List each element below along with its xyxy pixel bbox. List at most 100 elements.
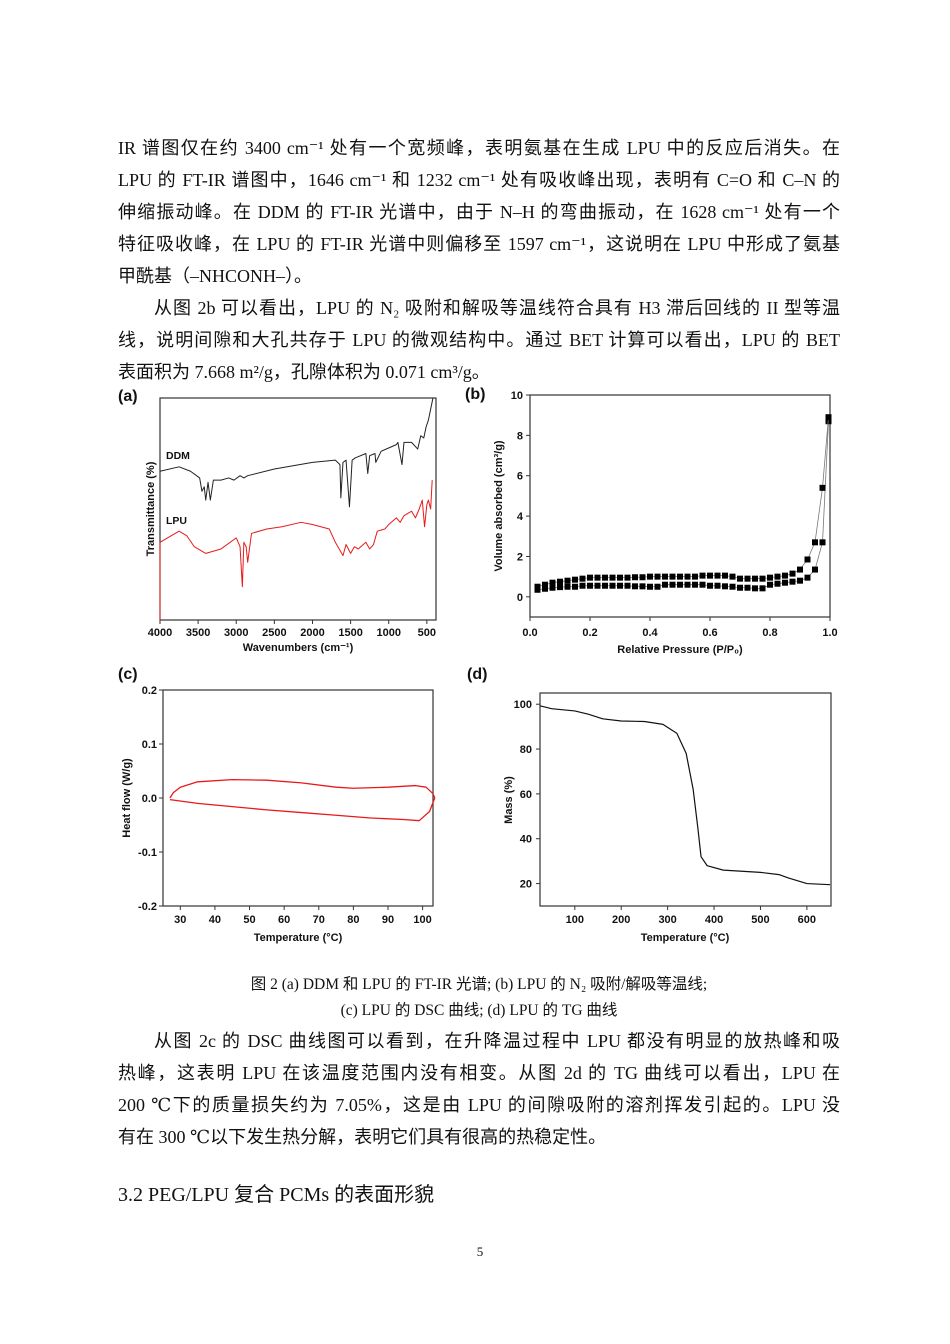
data-point <box>632 574 638 581</box>
x-tick-label: 600 <box>798 914 816 926</box>
x-tick-label: 80 <box>347 914 359 926</box>
data-point <box>662 581 668 588</box>
x-tick-label: 100 <box>413 914 431 926</box>
y-axis-label: Volume absorbed (cm³/g) <box>493 440 505 572</box>
data-point <box>564 583 571 590</box>
data-point <box>722 583 728 590</box>
x-tick-label: 1.0 <box>822 627 837 639</box>
body-line: 有在 300 ℃以下发生热分解，表明它们具有很高的热稳定性。 <box>118 1127 607 1147</box>
data-point <box>812 539 818 546</box>
chart-panel-b: 0.0 0.2 0.4 0.6 0.8 1.0 0 2 4 6 8 10 Relative Pressu… <box>493 390 838 656</box>
x-tick-label: 2500 <box>262 627 286 639</box>
data-point <box>782 572 788 579</box>
chart-panel-a: 4000 3500 3000 2500 2000 1500 1000 500 Wavenumbe… <box>145 397 437 654</box>
x-tick-label: 500 <box>751 914 769 926</box>
plot-frame <box>539 692 832 907</box>
data-point <box>624 574 631 581</box>
data-point <box>767 581 773 588</box>
figure-caption-line: 图 2 (a) DDM 和 LPU 的 FT-IR 光谱; (b) LPU 的 … <box>250 976 708 993</box>
chart-panel-c: 30 40 50 60 70 80 90 100 0.2 0.1 0.0 -0.1 -0.2 Temper… <box>121 685 436 944</box>
x-tick-label: 0.0 <box>522 627 537 639</box>
data-point <box>594 582 601 589</box>
series-line-ddm <box>159 397 434 508</box>
x-axis-label: Temperature (°C) <box>641 932 730 944</box>
y-axis-label: Heat flow (W/g) <box>121 758 133 838</box>
panel-label-a: (a) <box>118 388 138 405</box>
series-label-ddm: DDM <box>166 450 190 462</box>
data-point <box>609 574 616 581</box>
x-tick-label: 300 <box>658 914 676 926</box>
y-tick-label: 8 <box>517 430 523 442</box>
data-point <box>677 581 683 588</box>
data-point <box>804 556 811 563</box>
data-point <box>542 585 548 592</box>
data-point <box>579 575 586 582</box>
data-point <box>737 584 743 591</box>
x-tick-label: 200 <box>612 914 630 926</box>
data-point <box>692 581 698 588</box>
plot-frame <box>529 394 831 618</box>
data-point <box>549 579 556 586</box>
data-point <box>819 484 826 491</box>
data-point <box>692 573 698 580</box>
data-point <box>557 584 563 591</box>
data-point <box>594 574 601 581</box>
data-point <box>729 583 736 590</box>
data-point <box>684 581 691 588</box>
x-tick-label: 0.6 <box>702 627 717 639</box>
plot-frame <box>159 397 437 621</box>
body-line: 从图 2c 的 DSC 曲线图可以看到，在升降温过程中 LPU 都没有明显的放热… <box>154 1031 840 1051</box>
y-tick-label: 40 <box>520 834 532 846</box>
x-axis-label: Relative Pressure (P/P₀) <box>617 644 743 656</box>
data-point <box>654 573 661 580</box>
body-line: 伸缩振动峰。在 DDM 的 FT-IR 光谱中，由于 N–H 的弯曲振动，在 1… <box>118 202 840 222</box>
body-line: 从图 2b 可以看出，LPU 的 N₂ 吸附和解吸等温线符合具有 H3 滞后回线… <box>154 298 840 318</box>
data-point <box>729 573 736 580</box>
x-axis-label: Wavenumbers (cm⁻¹) <box>243 642 354 654</box>
x-tick-label: 0.2 <box>582 627 597 639</box>
section-heading: 3.2 PEG/LPU 复合 PCMs 的表面形貌 <box>118 1184 435 1206</box>
plot-frame <box>162 689 434 907</box>
series-line-lpu <box>159 480 433 588</box>
body-line: 200 ℃下的质量损失约为 7.05%，这是由 LPU 的间隙吸附的溶剂挥发引起… <box>118 1095 840 1115</box>
x-tick-label: 30 <box>174 914 186 926</box>
data-point <box>797 566 803 573</box>
body-line: LPU 的 FT-IR 谱图中，1646 cm⁻¹ 和 1232 cm⁻¹ 处有… <box>118 170 840 190</box>
y-tick-label: 0 <box>517 592 523 604</box>
data-point <box>752 575 758 582</box>
data-point <box>819 539 826 546</box>
series-line-0 <box>537 421 829 591</box>
page-number: 5 <box>476 1244 484 1259</box>
data-point <box>602 582 608 589</box>
x-tick-label: 60 <box>278 914 290 926</box>
data-point <box>699 572 706 579</box>
data-point <box>587 574 593 581</box>
body-line: 甲酰基（–NHCONH–）。 <box>118 266 313 286</box>
y-tick-label: 100 <box>514 699 532 711</box>
x-tick-label: 40 <box>209 914 221 926</box>
data-point <box>654 583 661 590</box>
x-tick-label: 90 <box>382 914 394 926</box>
x-tick-label: 0.8 <box>762 627 777 639</box>
data-point <box>804 574 811 581</box>
x-tick-label: 70 <box>313 914 325 926</box>
data-point <box>774 580 781 587</box>
data-point <box>549 584 556 591</box>
figure-caption-line: (c) LPU 的 DSC 曲线; (d) LPU 的 TG 曲线 <box>340 1002 618 1019</box>
y-tick-label: 10 <box>511 390 523 402</box>
data-point <box>789 570 796 577</box>
data-point <box>707 572 713 579</box>
x-tick-label: 50 <box>243 914 255 926</box>
data-point <box>825 414 832 421</box>
data-point <box>587 582 593 589</box>
data-point <box>572 583 578 590</box>
body-line: 线，说明间隙和大孔共存于 LPU 的微观结构中。通过 BET 计算可以看出，LP… <box>118 330 840 350</box>
x-tick-label: 3500 <box>186 627 210 639</box>
series-line-1 <box>537 417 829 588</box>
y-tick-label: -0.2 <box>138 901 157 913</box>
x-tick-label: 0.4 <box>642 627 658 639</box>
data-point <box>714 582 721 589</box>
data-point <box>669 573 676 580</box>
data-point <box>534 583 541 590</box>
